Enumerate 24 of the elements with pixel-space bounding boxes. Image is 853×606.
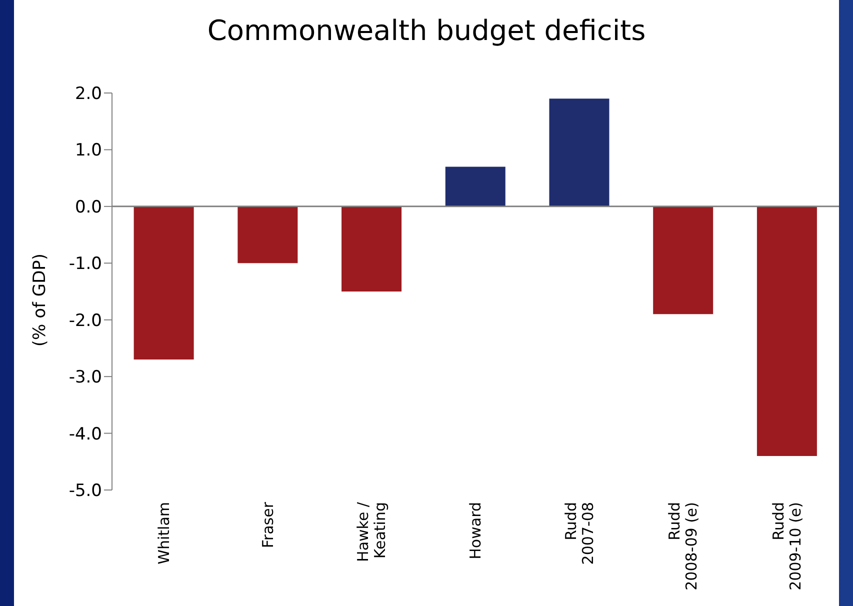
bar xyxy=(756,206,817,456)
x-tick-label: Hawke / Keating xyxy=(354,501,390,562)
chart-title: Commonwealth budget deficits xyxy=(206,14,647,47)
y-tick-label: -3.0 xyxy=(68,368,102,388)
bar xyxy=(342,206,402,292)
bar xyxy=(445,166,506,206)
x-tick-label: Rudd 2008-09 (e) xyxy=(666,502,701,590)
x-tick-label: Rudd 2009-10 (e) xyxy=(770,502,805,590)
bar xyxy=(653,206,714,314)
y-tick-label: -4.0 xyxy=(68,424,102,444)
y-tick-label: 2.0 xyxy=(74,84,102,104)
y-tick-label: -1.0 xyxy=(68,254,102,274)
y-tick-label: -2.0 xyxy=(68,310,102,331)
y-tick-label: 1.0 xyxy=(74,140,102,161)
y-tick-label: 0.0 xyxy=(74,197,102,218)
x-tick-label: Howard xyxy=(466,502,484,560)
x-tick-label: Whitlam xyxy=(154,502,173,564)
bar xyxy=(134,206,194,360)
y-axis-title: (% of GDP) xyxy=(30,253,50,347)
x-tick-label: Rudd 2007-08 xyxy=(562,502,597,565)
bar xyxy=(549,98,610,206)
x-tick-label: Fraser xyxy=(258,501,277,548)
bar xyxy=(238,206,298,264)
y-tick-label: -5.0 xyxy=(68,481,102,502)
